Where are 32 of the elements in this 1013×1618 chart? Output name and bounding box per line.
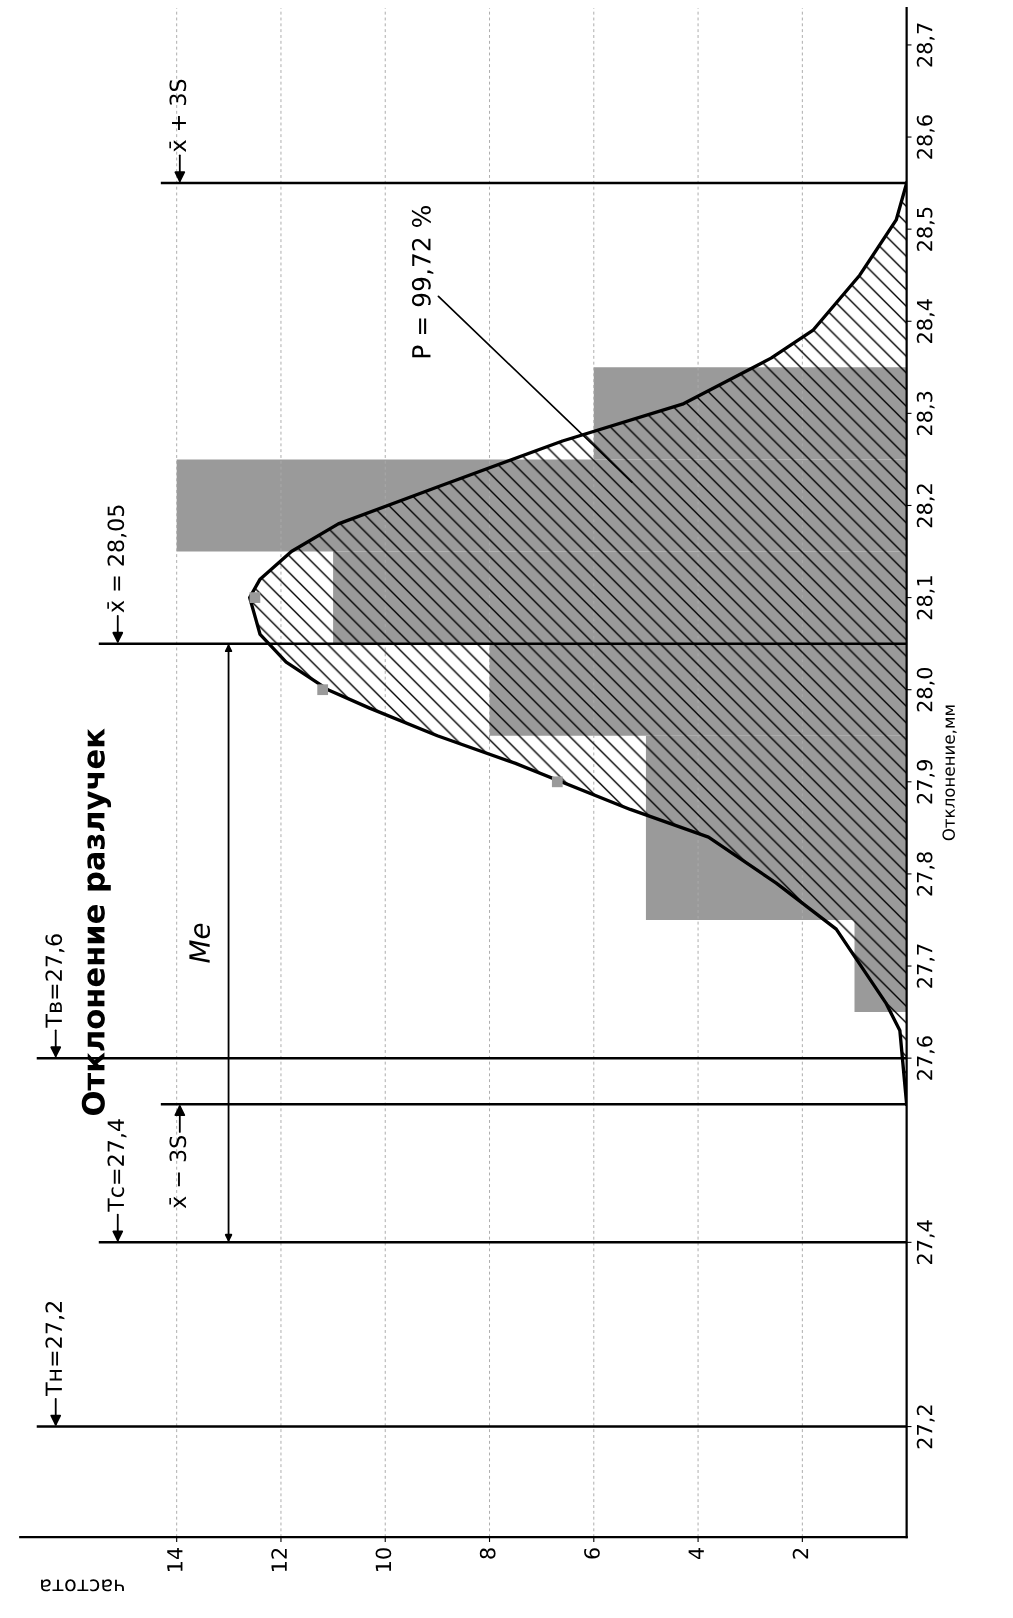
x-tick-label: 2 [792, 1548, 809, 1559]
ref-line-label: Тв=27,6 [45, 934, 65, 1028]
ref-line-label: x̄ = 28,05 [107, 505, 127, 613]
ref-line-label: x̄ + 3S [169, 79, 187, 152]
legend-label: x̄ − 3S [169, 1135, 187, 1209]
y-tick-label: 27,9 [916, 760, 935, 804]
y-tick-label: 28,2 [916, 484, 935, 528]
x-tick-label: 14 [167, 1547, 183, 1572]
y-tick-label: 28,3 [916, 391, 935, 436]
x-tick-label: 12 [271, 1548, 287, 1572]
y-tick-label: 27,4 [916, 1220, 935, 1265]
x-tick-label: 6 [584, 1548, 600, 1559]
y-tick-label: 28,4 [916, 299, 935, 343]
y-tick-label: 28,1 [916, 576, 935, 620]
y-tick-label: 28,5 [916, 207, 935, 251]
x-tick-label: 8 [479, 1548, 496, 1559]
x-tick-label: 4 [688, 1547, 704, 1560]
ref-line-label: Тс=27,4 [107, 1119, 127, 1212]
y-tick-label: 27,6 [916, 1036, 935, 1080]
y-axis-title: Отклонение,мм [942, 705, 957, 841]
annotation: Me [189, 923, 211, 963]
text: Отклонение разлучек [81, 728, 112, 1115]
ref-line-label: Тн=27,2 [45, 1302, 65, 1397]
annotation: P = 99,72 % [411, 205, 434, 358]
y-tick-label: 27,2 [916, 1405, 935, 1449]
y-tick-label: 27,8 [916, 852, 935, 896]
x-tick-label: 10 [375, 1548, 392, 1572]
y-tick-label: 28,7 [916, 23, 935, 67]
y-tick-label: 27,7 [916, 944, 935, 988]
y-tick-label: 28,0 [916, 667, 935, 712]
x-axis-title: частота [41, 1579, 124, 1592]
y-tick-label: 28,6 [916, 115, 935, 159]
